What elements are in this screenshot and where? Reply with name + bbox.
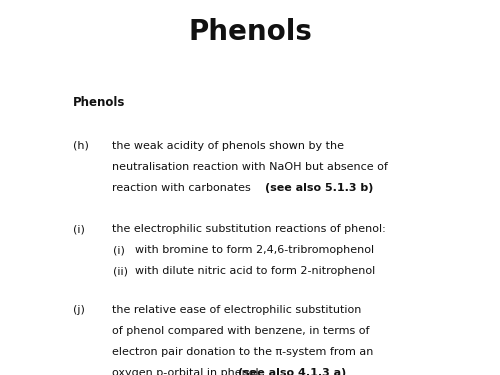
Text: oxygen p-orbital in phenol: oxygen p-orbital in phenol bbox=[112, 368, 262, 375]
Text: with bromine to form 2,4,6-tribromophenol: with bromine to form 2,4,6-tribromopheno… bbox=[135, 245, 374, 255]
Text: neutralisation reaction with NaOH but absence of: neutralisation reaction with NaOH but ab… bbox=[112, 162, 388, 172]
Text: (j): (j) bbox=[72, 304, 85, 315]
Text: Phenols: Phenols bbox=[188, 18, 312, 46]
Text: Phenols: Phenols bbox=[72, 96, 125, 109]
Text: (i): (i) bbox=[72, 224, 85, 234]
Text: the electrophilic substitution reactions of phenol:: the electrophilic substitution reactions… bbox=[112, 224, 386, 234]
Text: (h): (h) bbox=[72, 141, 88, 151]
Text: the weak acidity of phenols shown by the: the weak acidity of phenols shown by the bbox=[112, 141, 344, 151]
Text: (see also 4.1.3 a): (see also 4.1.3 a) bbox=[238, 368, 346, 375]
Text: electron pair donation to the π-system from an: electron pair donation to the π-system f… bbox=[112, 347, 374, 357]
Text: with dilute nitric acid to form 2-nitrophenol: with dilute nitric acid to form 2-nitrop… bbox=[135, 267, 375, 276]
Text: (i): (i) bbox=[112, 245, 124, 255]
Text: (ii): (ii) bbox=[112, 267, 128, 276]
Text: of phenol compared with benzene, in terms of: of phenol compared with benzene, in term… bbox=[112, 326, 370, 336]
Text: reaction with carbonates: reaction with carbonates bbox=[112, 183, 255, 193]
Text: the relative ease of electrophilic substitution: the relative ease of electrophilic subst… bbox=[112, 304, 362, 315]
Text: (see also 5.1.3 b): (see also 5.1.3 b) bbox=[265, 183, 374, 193]
